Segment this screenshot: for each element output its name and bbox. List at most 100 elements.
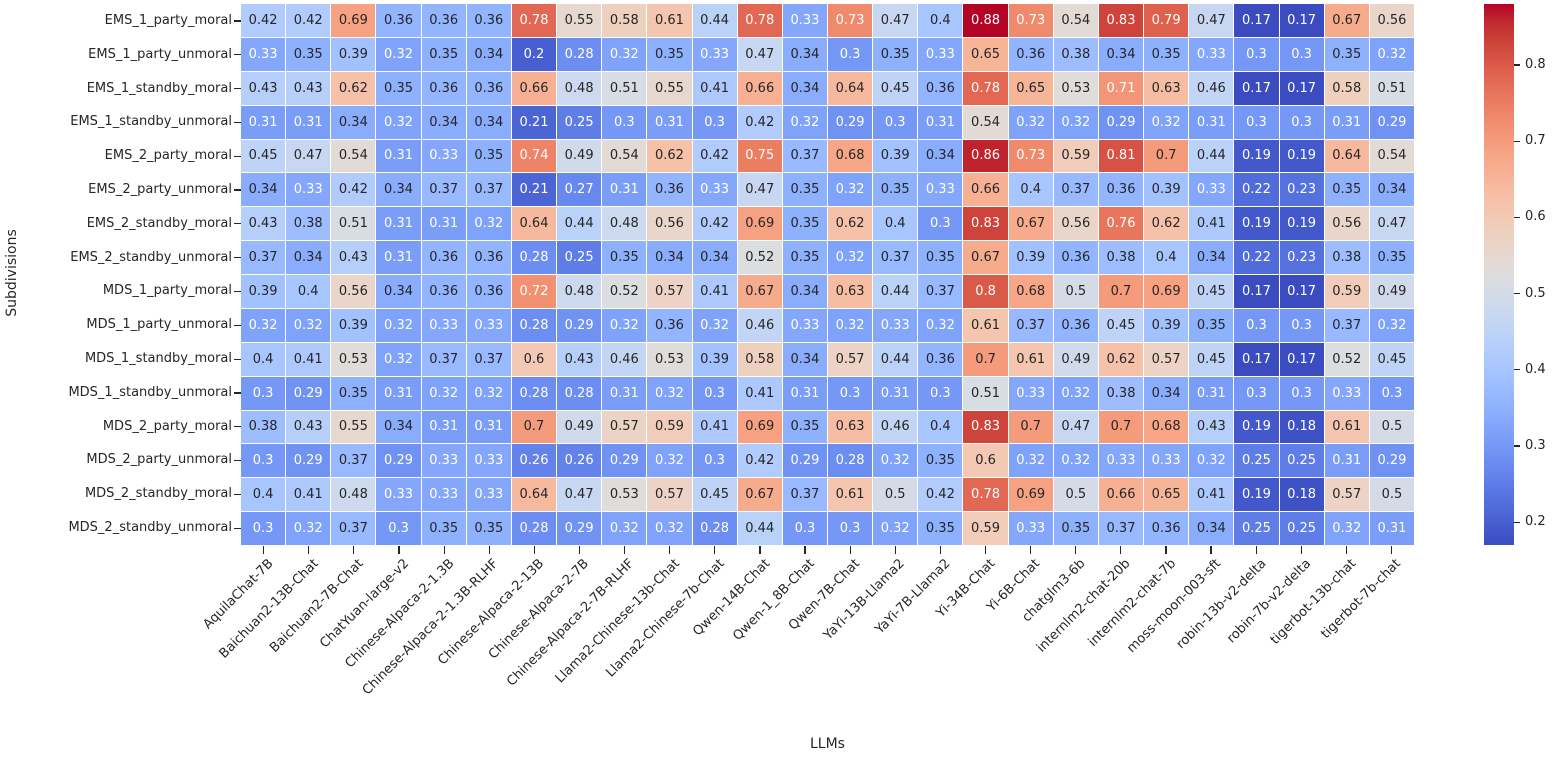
heatmap-cell: 0.81 <box>1098 139 1144 173</box>
heatmap-cell: 0.76 <box>1098 207 1144 241</box>
heatmap-cell: 0.57 <box>647 275 692 308</box>
heatmap-cell: 0.33 <box>466 444 511 478</box>
heatmap-cell: 0.35 <box>602 241 647 274</box>
heatmap-cell: 0.34 <box>241 173 286 207</box>
heatmap-cell: 0.35 <box>1189 308 1234 342</box>
x-tick-mark <box>1210 546 1212 554</box>
heatmap-cell: 0.67 <box>1324 4 1369 37</box>
heatmap-cell: 0.35 <box>647 37 692 71</box>
heatmap-cell: 0.39 <box>692 342 737 376</box>
heatmap-cell: 0.38 <box>286 207 331 241</box>
heatmap-cell: 0.83 <box>1098 4 1144 37</box>
heatmap-cell: 0.51 <box>1369 71 1414 105</box>
x-axis-title: LLMs <box>810 736 845 752</box>
heatmap-cell: 0.32 <box>1008 105 1053 139</box>
heatmap-cell: 0.33 <box>376 478 421 512</box>
heatmap-cell: 0.3 <box>1369 376 1414 410</box>
y-tick-mark <box>234 392 241 394</box>
heatmap-cell: 0.33 <box>286 173 331 207</box>
heatmap-cell: 0.64 <box>511 478 557 512</box>
heatmap-cell: 0.47 <box>286 139 331 173</box>
heatmap-cell: 0.65 <box>1144 478 1189 512</box>
heatmap-cell: 0.17 <box>1279 342 1324 376</box>
heatmap-cell: 0.31 <box>873 376 918 410</box>
heatmap-cell: 0.3 <box>692 105 737 139</box>
heatmap-cell: 0.4 <box>241 478 286 512</box>
heatmap-cell: 0.32 <box>1053 105 1098 139</box>
heatmap-cell: 0.36 <box>376 4 421 37</box>
heatmap-cell: 0.31 <box>376 241 421 274</box>
heatmap-cell: 0.75 <box>737 139 782 173</box>
heatmap-cell: 0.35 <box>1053 512 1098 545</box>
heatmap-cell: 0.36 <box>1098 173 1144 207</box>
heatmap-cell: 0.62 <box>828 207 873 241</box>
heatmap-cell: 0.33 <box>1098 444 1144 478</box>
heatmap-cell: 0.35 <box>331 376 376 410</box>
heatmap-cell: 0.67 <box>1008 207 1053 241</box>
colorbar-tick-label: 0.7 <box>1525 133 1546 149</box>
heatmap-cell: 0.32 <box>647 376 692 410</box>
heatmap-cell: 0.78 <box>963 478 1008 512</box>
heatmap-cell: 0.3 <box>1279 105 1324 139</box>
heatmap-cell: 0.49 <box>1053 342 1098 376</box>
heatmap-cell: 0.46 <box>602 342 647 376</box>
heatmap-cell: 0.56 <box>331 275 376 308</box>
heatmap-cell: 0.33 <box>466 478 511 512</box>
heatmap-cell: 0.5 <box>1369 478 1414 512</box>
x-tick-mark <box>623 546 626 554</box>
heatmap-cell: 0.33 <box>918 37 963 71</box>
heatmap-cell: 0.43 <box>557 342 602 376</box>
heatmap-cell: 0.61 <box>1324 410 1369 444</box>
heatmap-cell: 0.73 <box>1008 4 1053 37</box>
heatmap-cell: 0.32 <box>376 342 421 376</box>
heatmap-cell: 0.38 <box>1053 37 1098 71</box>
heatmap-cell: 0.32 <box>647 444 692 478</box>
y-tick-mark <box>234 290 241 293</box>
x-tick-mark <box>353 546 355 554</box>
x-tick-mark <box>939 546 941 554</box>
heatmap-cell: 0.5 <box>1369 410 1414 444</box>
heatmap-cell: 0.69 <box>737 207 782 241</box>
heatmap-cell: 0.44 <box>557 207 602 241</box>
heatmap-cell: 0.43 <box>241 207 286 241</box>
heatmap-cell: 0.36 <box>1053 241 1098 274</box>
heatmap-cell: 0.17 <box>1279 4 1324 37</box>
heatmap-cell: 0.73 <box>828 4 873 37</box>
y-tick-mark <box>234 88 241 90</box>
heatmap-cell: 0.55 <box>331 410 376 444</box>
heatmap-cell: 0.17 <box>1279 71 1324 105</box>
heatmap-cell: 0.6 <box>963 444 1008 478</box>
heatmap-cell: 0.19 <box>1279 207 1324 241</box>
heatmap-cell: 0.38 <box>1324 241 1369 274</box>
heatmap-cell: 0.79 <box>1144 4 1189 37</box>
heatmap-cell: 0.32 <box>828 308 873 342</box>
heatmap-cell: 0.17 <box>1279 275 1324 308</box>
heatmap-cell: 0.25 <box>557 241 602 274</box>
heatmap-cell: 0.46 <box>873 410 918 444</box>
heatmap-cell: 0.34 <box>1189 241 1234 274</box>
heatmap-cell: 0.56 <box>647 207 692 241</box>
heatmap-cell: 0.35 <box>376 71 421 105</box>
heatmap-cell: 0.88 <box>963 4 1008 37</box>
heatmap-cell: 0.34 <box>1369 173 1414 207</box>
heatmap-cell: 0.59 <box>647 410 692 444</box>
heatmap-cell: 0.19 <box>1234 139 1279 173</box>
heatmap-cell: 0.62 <box>1098 342 1144 376</box>
heatmap-cell: 0.31 <box>602 376 647 410</box>
heatmap-cell: 0.35 <box>421 37 466 71</box>
heatmap-cell: 0.47 <box>557 478 602 512</box>
heatmap-cell: 0.26 <box>557 444 602 478</box>
heatmap-cell: 0.37 <box>1053 173 1098 207</box>
heatmap-cell: 0.32 <box>376 308 421 342</box>
x-tick-mark <box>398 546 400 554</box>
heatmap-cell: 0.3 <box>602 105 647 139</box>
heatmap-cell: 0.35 <box>1324 37 1369 71</box>
y-tick-label: EMS_1_standby_moral <box>86 80 232 96</box>
heatmap-cell: 0.55 <box>557 4 602 37</box>
heatmap-cell: 0.32 <box>286 512 331 545</box>
heatmap-cell: 0.38 <box>1098 241 1144 274</box>
heatmap-cell: 0.28 <box>557 37 602 71</box>
heatmap-cell: 0.46 <box>737 308 782 342</box>
heatmap-cell: 0.4 <box>1144 241 1189 274</box>
heatmap-cell: 0.61 <box>828 478 873 512</box>
